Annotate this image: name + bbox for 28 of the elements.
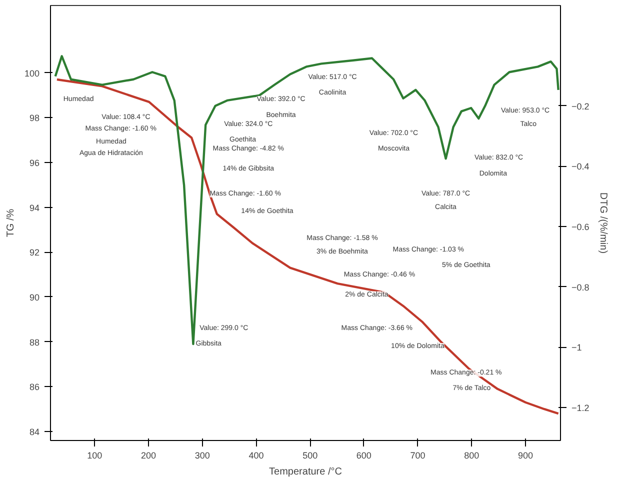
x-tick-label: 800 [464, 450, 480, 460]
x-tick-label: 300 [194, 450, 210, 460]
y2-tick-label: −0.2 [572, 101, 590, 112]
x-tick-label: 900 [518, 450, 534, 460]
y-axis-title: TG /% [5, 208, 16, 238]
line-series [56, 78, 560, 415]
y-tick-label: 92 [29, 248, 40, 258]
y-tick-label: 98 [29, 113, 40, 124]
y2-tick-label: −0.8 [572, 282, 590, 292]
x-tick-label: 700 [410, 450, 426, 460]
y2-tick-label: −1.2 [572, 402, 590, 413]
y2-tick-label: −0.6 [572, 222, 590, 232]
y2-tick-label: −0.4 [572, 162, 590, 172]
y-tick-label: 90 [29, 292, 40, 302]
x-tick-label: 400 [248, 450, 264, 460]
x-tick-label: 100 [87, 450, 102, 460]
y-tick-label: 86 [29, 382, 40, 392]
x-tick-label: 200 [141, 450, 156, 460]
x-tick-label: 600 [356, 450, 372, 460]
x-axis-title: Temperature /°C [269, 466, 342, 478]
x-tick-label: 500 [302, 450, 318, 460]
y2-axis-title: DTG /(%/min) [597, 192, 608, 254]
y-tick-label: 88 [29, 337, 40, 348]
y-tick-label: 94 [29, 202, 40, 213]
y-tick-label: 96 [29, 158, 40, 168]
y2-tick-label: −1 [572, 342, 582, 353]
y-tick-label: 84 [29, 427, 40, 438]
y-tick-label: 100 [24, 68, 40, 78]
